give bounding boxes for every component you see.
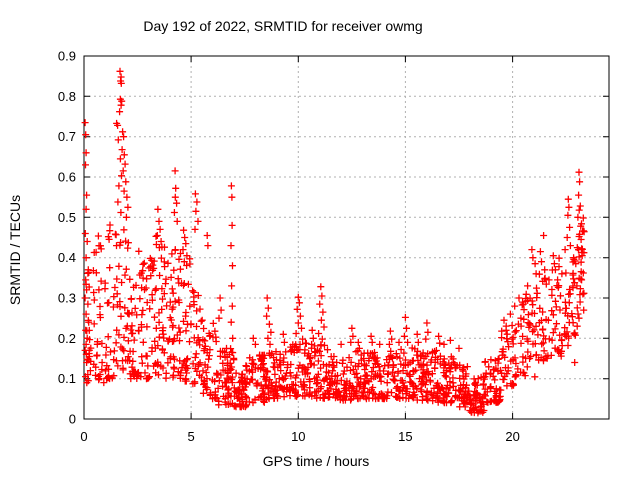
grid-lines — [84, 56, 609, 419]
scatter-points — [81, 67, 588, 417]
x-axis-label: GPS time / hours — [262, 453, 370, 469]
x-tick-label: 15 — [398, 429, 412, 444]
y-tick-label: 0.6 — [58, 170, 76, 185]
y-tick-label: 0.1 — [58, 371, 76, 386]
y-tick-label: 0.5 — [58, 210, 76, 225]
x-tick-label: 5 — [187, 429, 194, 444]
y-tick-label: 0.4 — [58, 250, 76, 265]
x-tick-label: 10 — [291, 429, 305, 444]
y-tick-label: 0 — [69, 412, 76, 427]
y-tick-label: 0.8 — [58, 89, 76, 104]
x-tick-label: 0 — [80, 429, 87, 444]
y-tick-label: 0.3 — [58, 291, 76, 306]
y-tick-label: 0.9 — [58, 49, 76, 64]
y-tick-label: 0.7 — [58, 129, 76, 144]
plot-border — [83, 55, 610, 420]
x-tick-label: 20 — [505, 429, 519, 444]
y-tick-label: 0.2 — [58, 331, 76, 346]
chart-title: Day 192 of 2022, SRMTID for receiver owm… — [143, 18, 423, 34]
